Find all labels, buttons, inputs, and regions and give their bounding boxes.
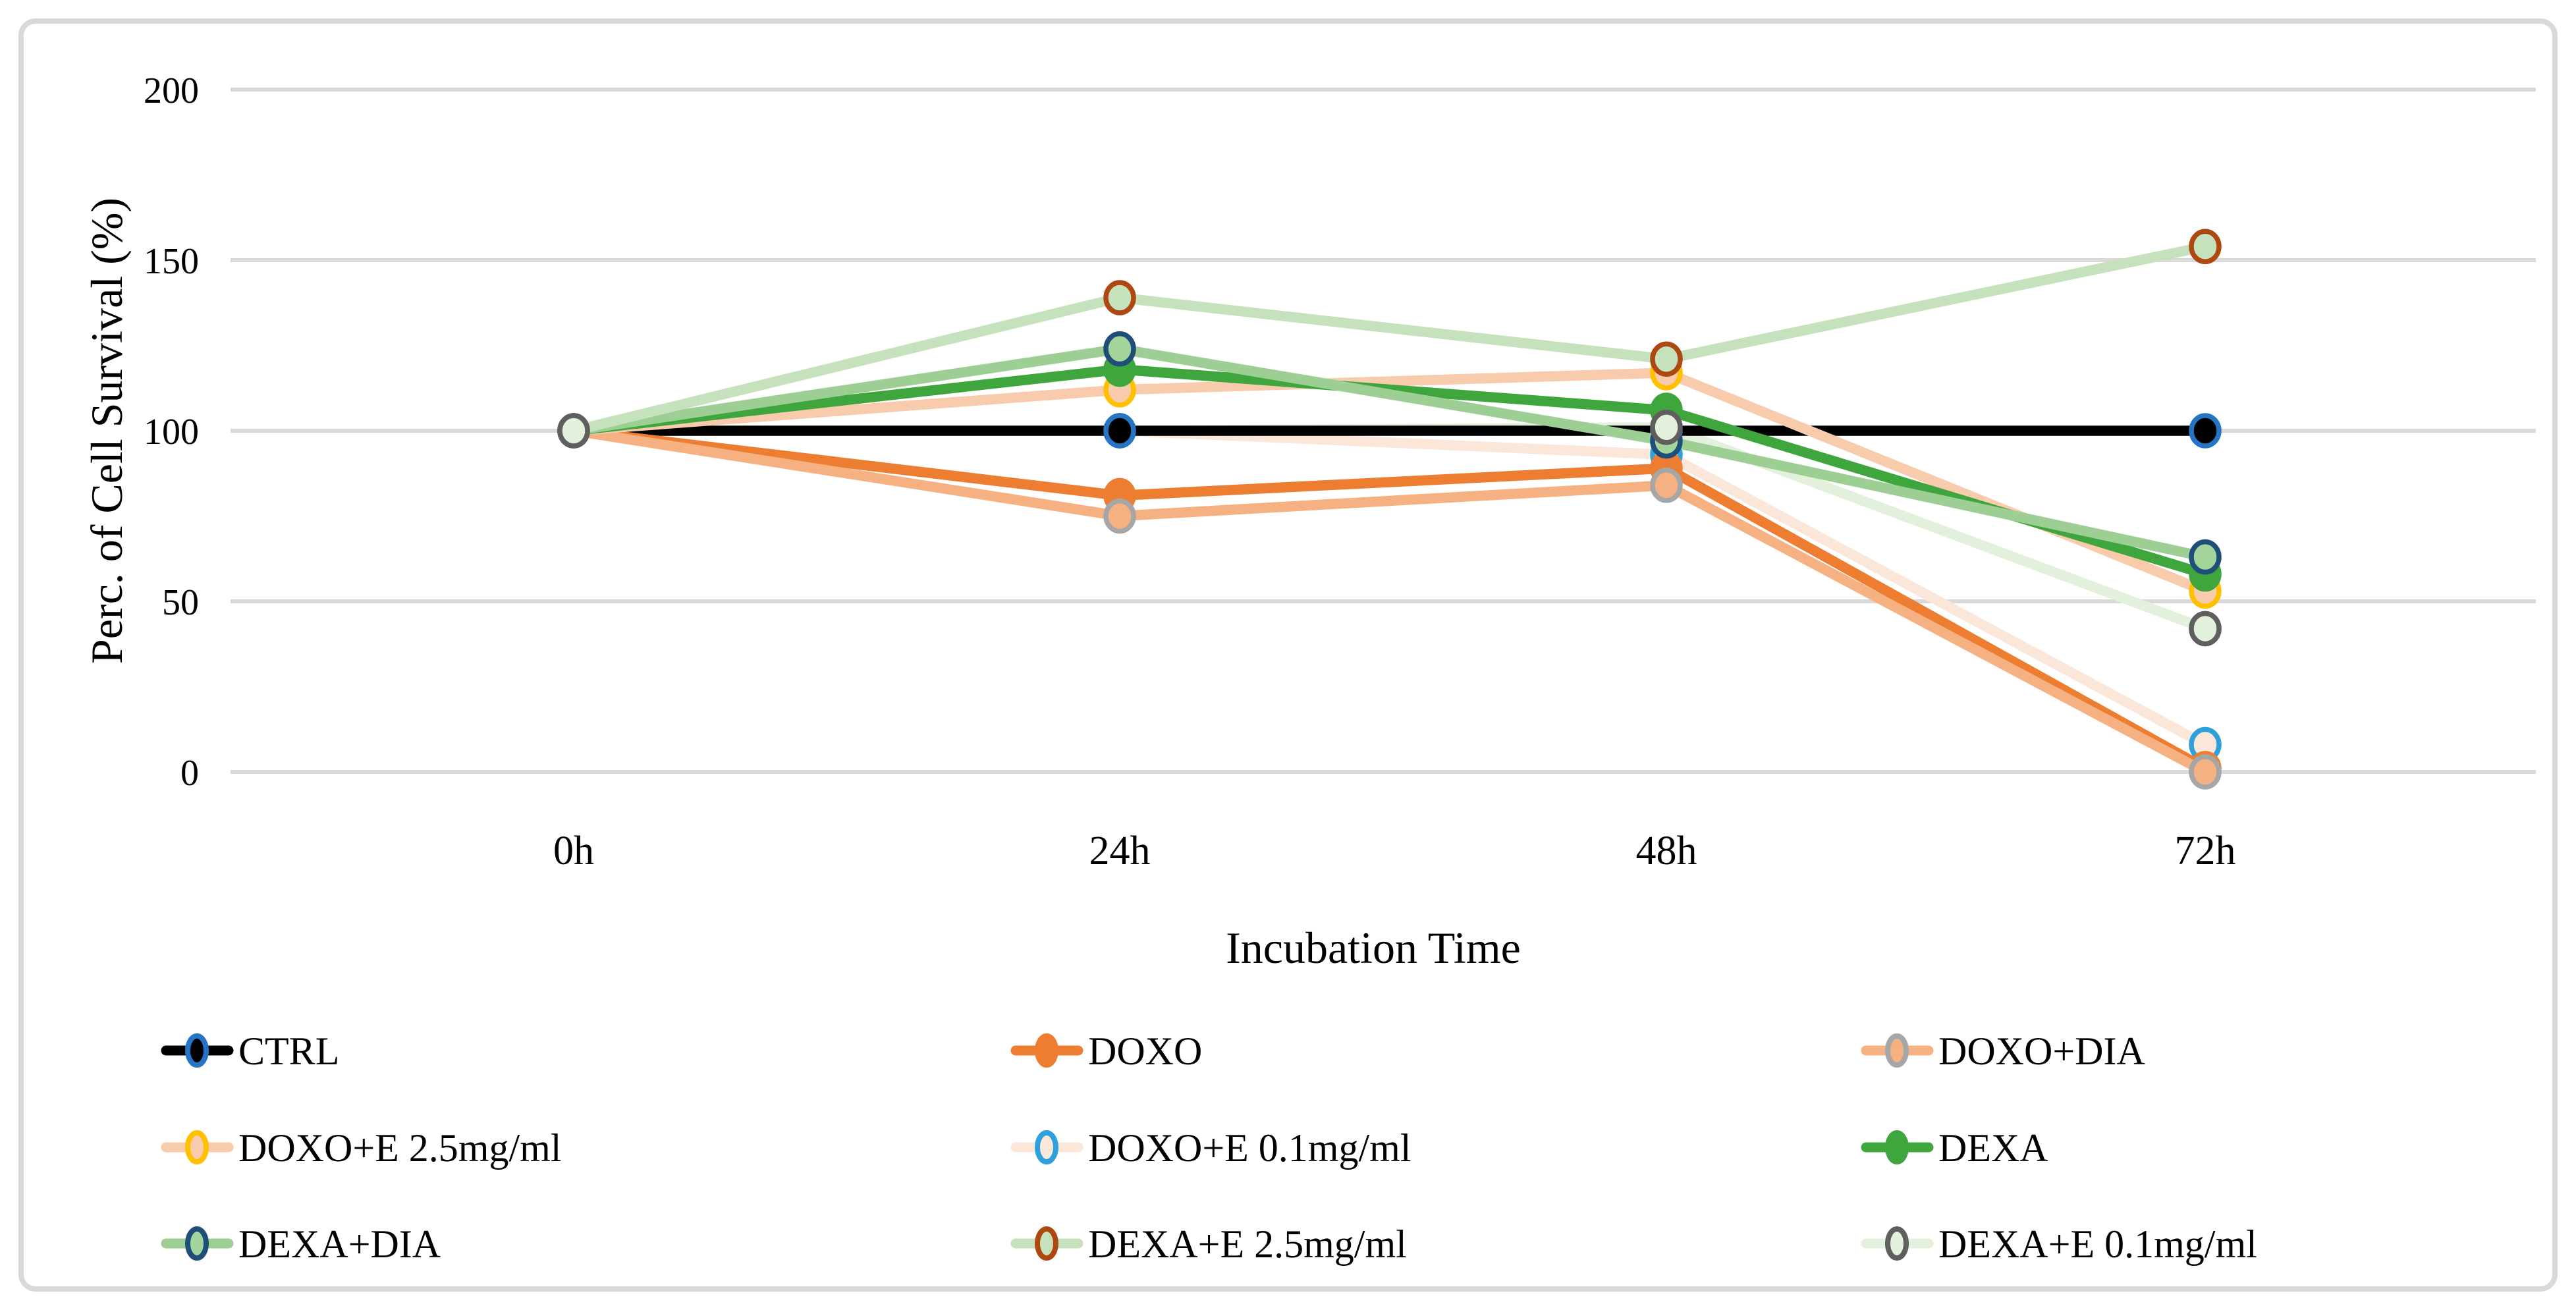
x-tick-label: 0h	[553, 829, 594, 873]
legend-label: DEXA	[1938, 1126, 2048, 1170]
series-line	[568, 368, 2210, 597]
legend-label: DEXA+E 0.1mg/ml	[1938, 1222, 2257, 1266]
data-point-marker	[1650, 341, 1683, 377]
x-tick-label: 48h	[1636, 829, 1697, 873]
legend-label: CTRL	[238, 1029, 339, 1073]
legend-marker	[1035, 1226, 1058, 1261]
series-line	[568, 241, 2210, 436]
data-point-marker	[1103, 498, 1136, 534]
y-tick-label: 200	[144, 70, 199, 111]
series-line	[568, 343, 2210, 562]
data-point-marker	[2189, 754, 2222, 790]
legend-item-dexa: DEXA	[1861, 1126, 2048, 1170]
legend-marker	[1035, 1033, 1058, 1068]
legend-marker	[185, 1226, 209, 1261]
y-tick-label: 50	[162, 582, 199, 623]
legend-label: DOXO	[1088, 1029, 1202, 1073]
legend-marker	[1885, 1033, 1909, 1068]
legend-label: DOXO+DIA	[1938, 1029, 2145, 1073]
legend-item-dexa-e-2-5mg-ml: DEXA+E 2.5mg/ml	[1010, 1222, 1407, 1266]
x-tick-label: 24h	[1089, 829, 1151, 873]
legend-marker	[1885, 1226, 1909, 1261]
x-axis-title: Incubation Time	[1226, 923, 1521, 973]
series-dexa-e-0-1mg-ml-marker-overlay	[557, 410, 2222, 647]
data-point-marker	[557, 413, 590, 449]
legend-label: DEXA+E 2.5mg/ml	[1088, 1222, 1407, 1266]
y-tick-label: 0	[180, 753, 199, 794]
legend-item-dexa-e-0-1mg-ml: DEXA+E 0.1mg/ml	[1861, 1222, 2257, 1266]
legend-label: DEXA+DIA	[238, 1222, 441, 1266]
legend-item-dexa-dia: DEXA+DIA	[161, 1222, 441, 1266]
y-tick-label: 150	[144, 241, 199, 282]
series-line	[568, 425, 2210, 774]
data-point-marker	[1650, 410, 1683, 445]
data-point-marker	[2189, 413, 2222, 449]
legend-item-doxo-dia: DOXO+DIA	[1861, 1029, 2145, 1073]
data-point-marker	[1650, 468, 1683, 503]
legend-item-ctrl: CTRL	[161, 1029, 339, 1073]
series-line	[568, 425, 2210, 777]
y-tick-label: 100	[144, 412, 199, 452]
data-point-marker	[1103, 331, 1136, 367]
legend-marker	[185, 1130, 209, 1164]
x-tick-labels: 0h 24h 48h 72h	[553, 829, 2236, 873]
legend-item-doxo: DOXO	[1010, 1029, 1202, 1073]
legend-label: DOXO+E 0.1mg/ml	[1088, 1126, 1411, 1170]
y-tick-labels: 0 50 100 150 200	[144, 70, 199, 794]
data-point-marker	[1103, 413, 1136, 449]
data-point-marker	[1103, 280, 1136, 315]
legend-label: DOXO+E 2.5mg/ml	[238, 1126, 562, 1170]
data-point-marker	[2189, 611, 2222, 647]
legend-marker	[1885, 1130, 1909, 1164]
legend-item-doxo-e-0-1mg-ml: DOXO+E 0.1mg/ml	[1010, 1126, 1411, 1170]
figure-border	[18, 18, 2558, 1292]
legend: CTRL DOXO DOXO+DIA DOXO+E 2.5mg/ml DOXO+E 0.…	[161, 1029, 2257, 1266]
legend-marker	[185, 1033, 209, 1068]
plot-series	[557, 229, 2222, 790]
legend-item-doxo-e-2-5mg-ml: DOXO+E 2.5mg/ml	[161, 1126, 562, 1170]
data-point-marker	[2189, 229, 2222, 265]
legend-marker	[1035, 1130, 1058, 1164]
y-axis-title: Perc. of Cell Survival (%)	[82, 198, 132, 664]
data-point-marker	[2189, 539, 2222, 575]
x-tick-label: 72h	[2175, 829, 2236, 873]
